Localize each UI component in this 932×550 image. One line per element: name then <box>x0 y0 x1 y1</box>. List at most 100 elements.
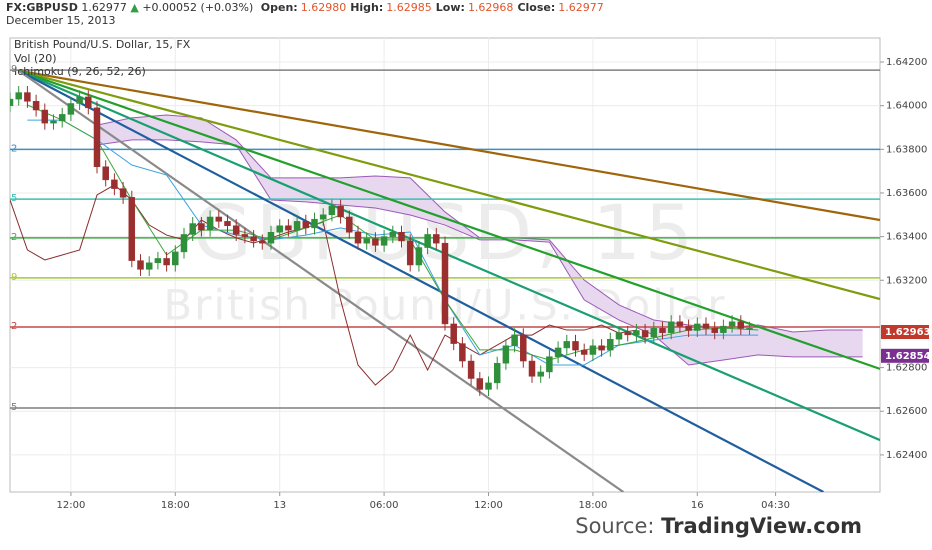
field-label: Close: <box>517 1 556 14</box>
candle-body <box>259 240 266 244</box>
price-tag <box>881 348 929 363</box>
candle-body <box>119 188 127 198</box>
candle-body <box>32 101 40 111</box>
candle-body <box>580 349 588 355</box>
candle-body <box>10 98 14 106</box>
candle-body <box>746 328 753 330</box>
candle-body <box>163 258 170 266</box>
trend-line <box>18 69 880 301</box>
candle-body <box>633 330 640 336</box>
field-label: High: <box>350 1 384 14</box>
level-label: 9 <box>11 64 17 75</box>
candle-body <box>459 343 466 362</box>
trend-line <box>18 69 880 442</box>
candle-body <box>250 236 257 242</box>
quote-line: FX:GBPUSD 1.62977 ▲ +0.00052 (+0.03%) Op… <box>6 1 604 14</box>
candle-body <box>659 328 666 333</box>
candle-body <box>67 103 75 115</box>
candle-body <box>206 216 214 231</box>
candle-body <box>554 347 562 357</box>
x-tick-label: 06:00 <box>370 500 399 511</box>
candle-body <box>232 225 240 235</box>
candle-body <box>180 234 188 253</box>
field-value: 1.62985 <box>386 1 432 14</box>
trend-line <box>18 69 624 492</box>
candle-body <box>641 330 649 338</box>
candle-body <box>215 216 223 222</box>
ohlc-fields: Open: 1.62980 High: 1.62985 Low: 1.62968 Close… <box>257 1 604 14</box>
x-tick-label: 13 <box>273 500 286 511</box>
x-tick-label: 12:00 <box>56 500 85 511</box>
candle-body <box>41 109 49 124</box>
candle-body <box>728 321 736 327</box>
candle-body <box>720 325 727 333</box>
candle-body <box>319 214 327 220</box>
candle-body <box>145 262 153 270</box>
field-value: 1.62968 <box>467 1 514 14</box>
candle-body <box>137 260 144 270</box>
candle-body <box>676 321 684 327</box>
candle-body <box>467 360 475 379</box>
header: FX:GBPUSD 1.62977 ▲ +0.00052 (+0.03%) Op… <box>6 1 604 27</box>
candle-body <box>172 251 179 266</box>
x-tick-label: 18:00 <box>578 500 607 511</box>
y-tick-label: 1.63200 <box>886 275 927 286</box>
candle-body <box>285 225 292 231</box>
y-tick-label: 1.64200 <box>886 57 927 68</box>
price-tag <box>881 325 929 340</box>
candle-body <box>15 92 22 100</box>
candle-body <box>511 334 518 347</box>
symbol: FX:GBPUSD <box>6 1 78 14</box>
candle-body <box>128 197 136 261</box>
x-tick-label: 12:00 <box>474 500 503 511</box>
candle-body <box>58 114 66 122</box>
candle-body <box>85 96 92 109</box>
candle-body <box>476 378 484 390</box>
trend-line <box>18 69 880 370</box>
candle-body <box>267 232 275 244</box>
footer: Source: TradingView.com <box>575 514 862 538</box>
candle-body <box>502 345 510 364</box>
y-tick-label: 1.62400 <box>886 450 927 461</box>
candle-body <box>398 232 405 242</box>
candle-body <box>737 321 745 329</box>
candle-body <box>389 232 397 237</box>
plot <box>10 69 880 492</box>
candle-body <box>154 258 162 264</box>
source: TradingView.com <box>661 514 862 538</box>
candle-body <box>415 247 423 266</box>
candle-body <box>198 223 205 231</box>
y-tick-label: 1.62600 <box>886 406 927 417</box>
field-value: 1.62977 <box>558 1 604 14</box>
candle-body <box>76 96 83 104</box>
candle-body <box>441 242 449 325</box>
candle-body <box>293 221 301 231</box>
level-label: 9 <box>11 272 17 283</box>
candle-body <box>563 341 571 349</box>
field-label: Low: <box>435 1 465 14</box>
candle-body <box>624 332 631 336</box>
candle-body <box>537 371 544 377</box>
field-value: 1.62980 <box>300 1 347 14</box>
y-tick-label: 1.63800 <box>886 144 927 155</box>
candle-body <box>667 321 675 333</box>
source-label: Source: <box>575 514 655 538</box>
level-label: 5 <box>11 402 17 413</box>
labels: British Pound/U.S. Dollar, 15, FX Vol (2… <box>11 38 191 413</box>
candle-body <box>702 323 710 329</box>
cloud-edge <box>96 139 863 366</box>
indicator-label: Vol (20) <box>14 52 57 65</box>
candle-body <box>50 120 57 124</box>
candle-body <box>485 382 492 390</box>
last-price: 1.62977 <box>81 1 127 14</box>
candle-body <box>276 225 283 233</box>
price-tag-label: 1.62854 <box>885 351 931 362</box>
chart-title: British Pound/U.S. Dollar, 15, FX <box>14 38 191 51</box>
trend-line <box>18 69 824 492</box>
x-tick-label: 18:00 <box>161 500 190 511</box>
candle-body <box>328 205 336 216</box>
level-label: 5 <box>11 193 17 204</box>
candle-body <box>93 107 101 168</box>
candle-body <box>363 238 370 244</box>
